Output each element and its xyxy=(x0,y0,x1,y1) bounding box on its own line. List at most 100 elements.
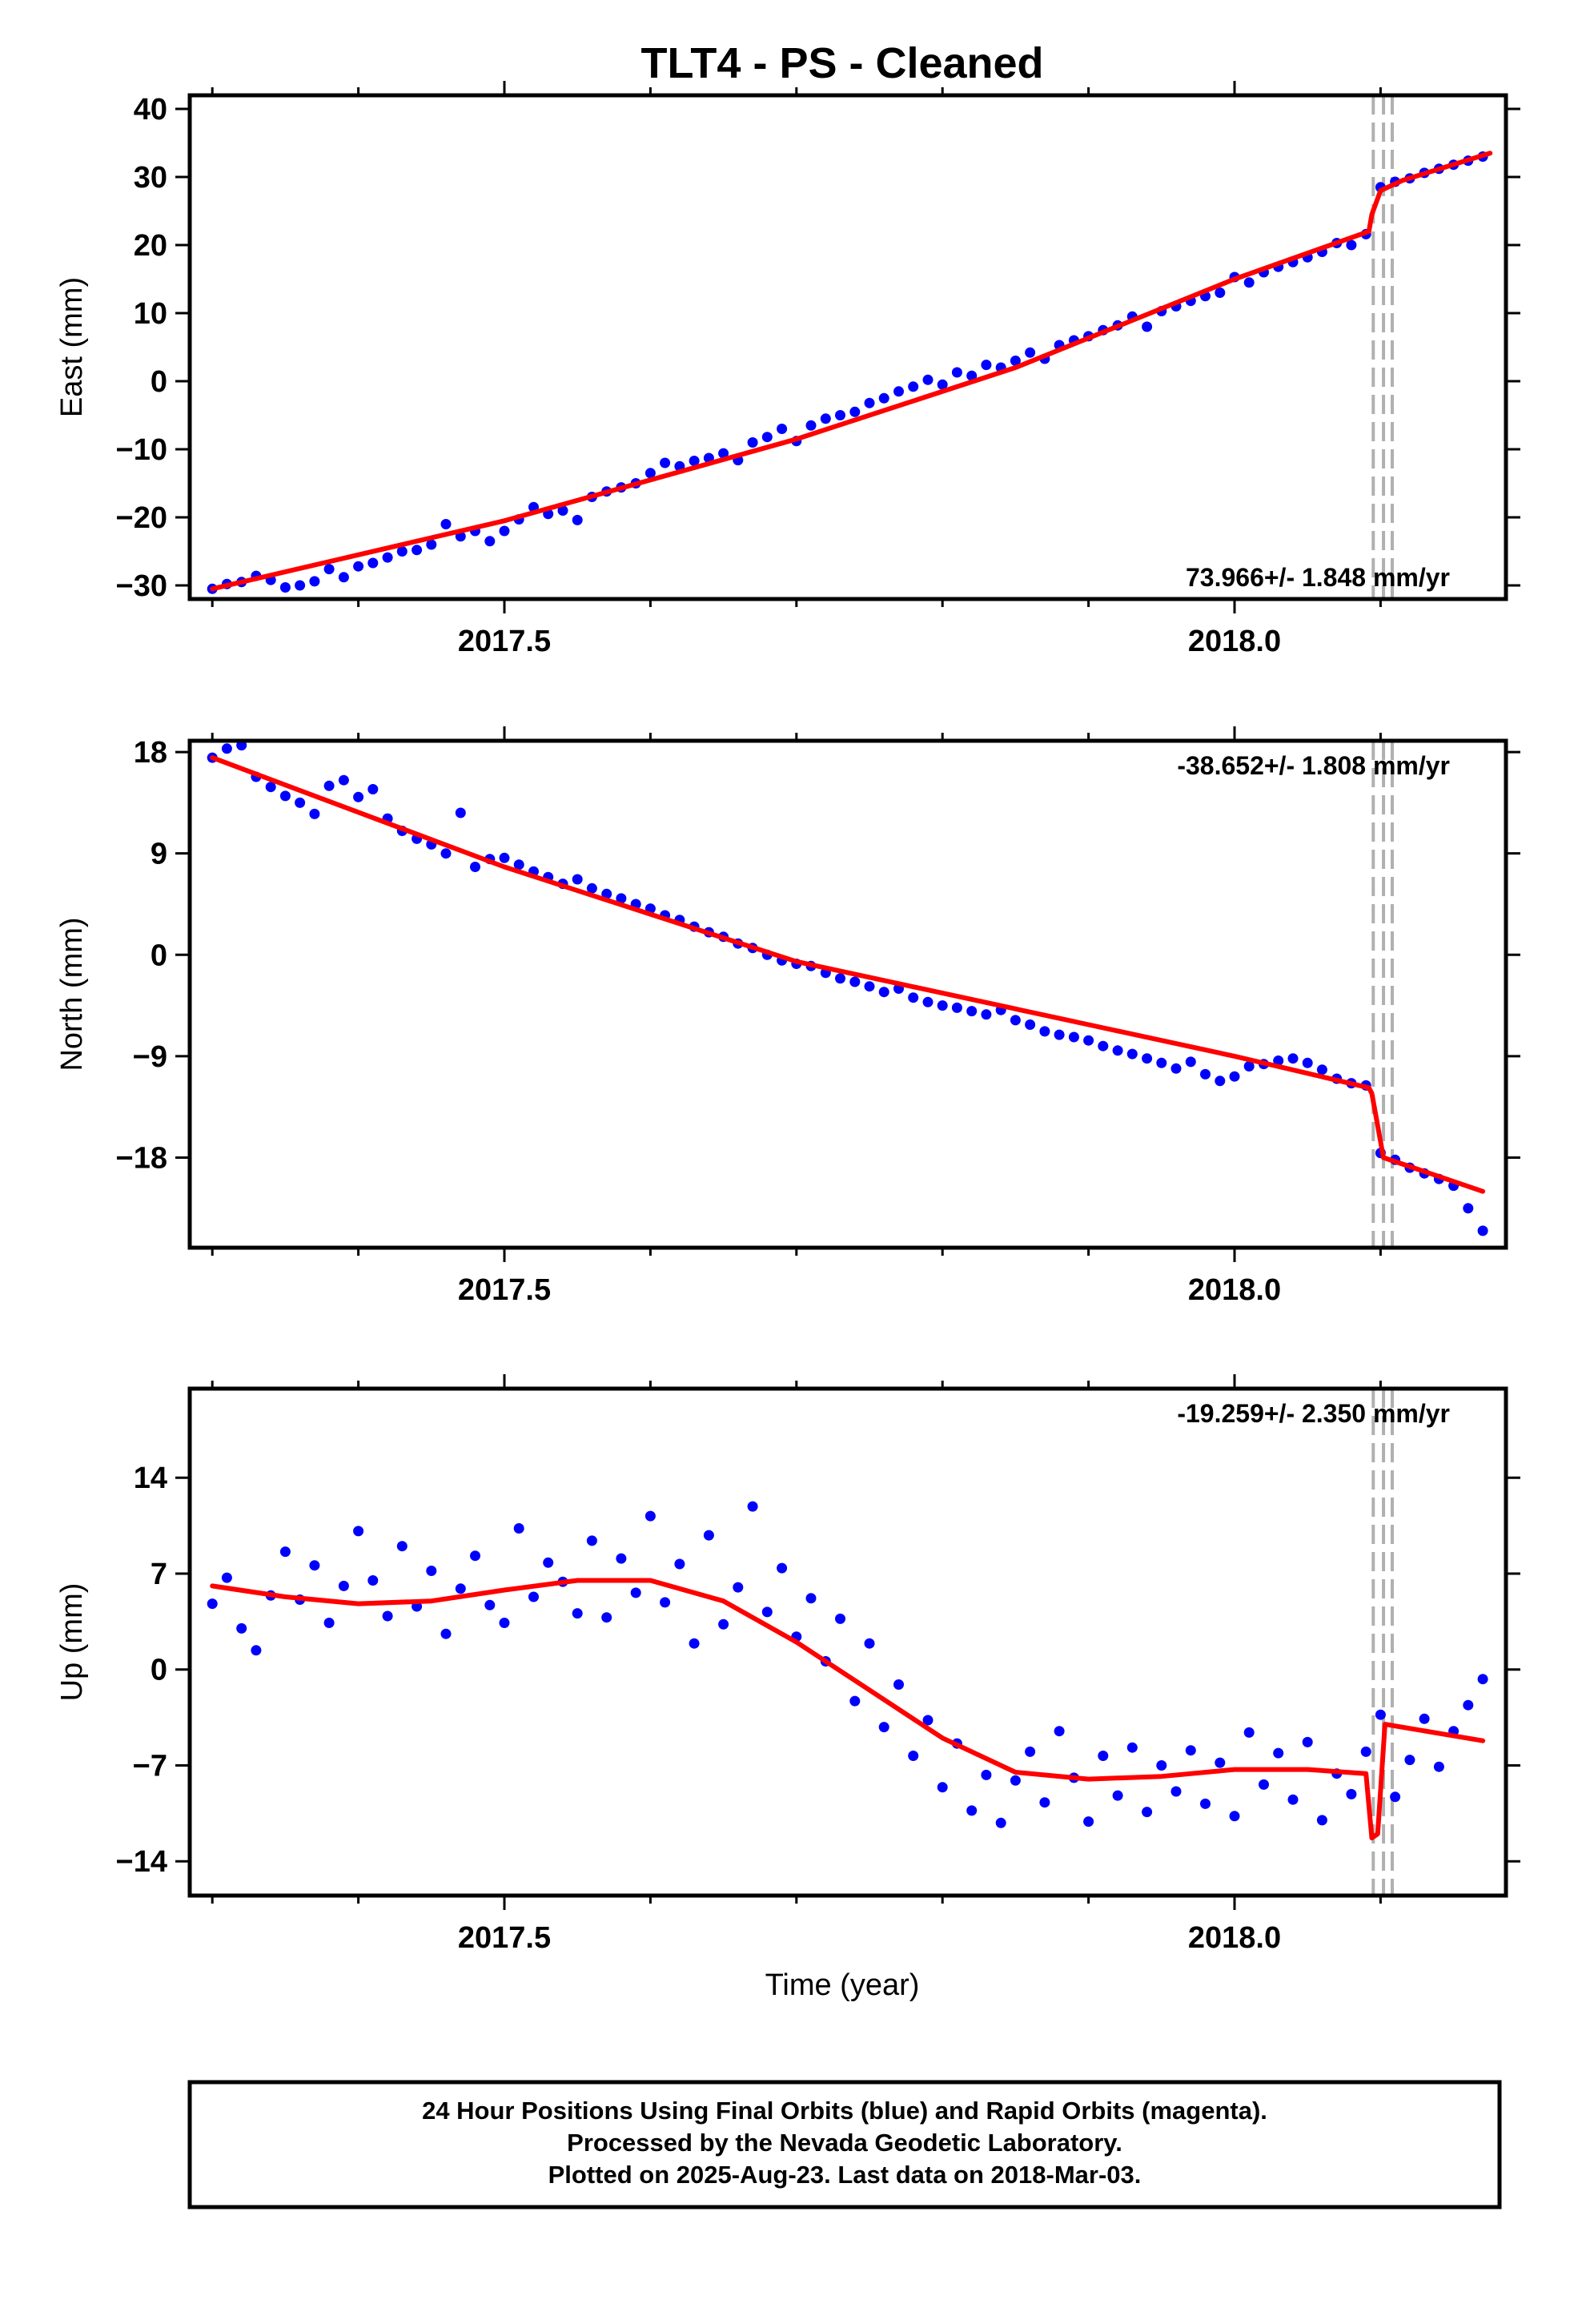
east-point-52 xyxy=(966,370,978,381)
north-y-tick-label-3: −9 xyxy=(133,1040,167,1074)
east-y-tick-label-1: 30 xyxy=(134,161,167,195)
north-point-61 xyxy=(1098,1040,1109,1051)
up-point-63 xyxy=(1126,1742,1138,1753)
north-point-66 xyxy=(1170,1063,1182,1074)
east-point-13 xyxy=(396,546,408,557)
north-point-27 xyxy=(601,888,612,899)
north-point-58 xyxy=(1054,1029,1065,1040)
north-rate-label: -38.652+/- 1.808 mm/yr xyxy=(1177,751,1450,780)
east-point-30 xyxy=(644,468,656,479)
up-point-65 xyxy=(1156,1760,1167,1771)
up-y-tick-label-2: 0 xyxy=(151,1654,167,1687)
up-point-37 xyxy=(747,1501,758,1512)
north-x-tick-label-1: 2018.0 xyxy=(1188,1273,1281,1307)
panel-up: 2017.5 2018.0 14 7 0 −7 −14 -19.259+/- 2.350 m… xyxy=(55,1374,1520,1955)
up-point-50 xyxy=(937,1782,948,1793)
up-y-tick-label-3: −7 xyxy=(133,1749,167,1783)
up-point-11 xyxy=(367,1575,379,1586)
north-point-9 xyxy=(338,774,349,786)
east-y-tick-label-0: 40 xyxy=(134,93,167,127)
up-rate-label: -19.259+/- 2.350 mm/yr xyxy=(1177,1399,1450,1428)
north-point-51 xyxy=(951,1002,962,1013)
up-point-47 xyxy=(893,1679,904,1690)
north-y-tick-label-1: 9 xyxy=(151,838,167,871)
north-point-48 xyxy=(908,992,919,1003)
east-point-20 xyxy=(499,525,510,537)
east-point-31 xyxy=(660,457,671,468)
north-frame xyxy=(187,738,1508,1250)
up-point-58 xyxy=(1054,1726,1065,1737)
east-x-tick-label-1: 2018.0 xyxy=(1188,625,1281,658)
north-point-60 xyxy=(1083,1035,1094,1046)
east-y-tick-label-7: −30 xyxy=(116,569,167,603)
east-point-78 xyxy=(1346,239,1357,251)
up-point-23 xyxy=(543,1557,554,1568)
east-point-48 xyxy=(908,381,919,392)
east-point-43 xyxy=(835,410,845,420)
north-point-1 xyxy=(221,743,232,754)
up-point-75 xyxy=(1302,1736,1313,1747)
north-point-75 xyxy=(1302,1057,1313,1068)
up-point-67 xyxy=(1185,1745,1196,1756)
up-point-43 xyxy=(835,1613,845,1624)
up-x-tick-label-0: 2017.5 xyxy=(458,1921,551,1955)
up-point-29 xyxy=(630,1587,641,1598)
up-point-28 xyxy=(616,1553,627,1564)
east-point-7 xyxy=(309,576,320,587)
up-point-60 xyxy=(1083,1816,1094,1827)
up-point-30 xyxy=(644,1510,656,1522)
up-axes: 2017.5 2018.0 14 7 0 −7 −14 xyxy=(116,1374,1520,1955)
up-point-64 xyxy=(1142,1807,1153,1818)
up-point-19 xyxy=(484,1599,496,1610)
up-point-31 xyxy=(660,1597,671,1608)
east-point-38 xyxy=(761,432,773,443)
up-y-tick-label-0: 14 xyxy=(134,1462,167,1495)
north-point-50 xyxy=(937,1000,948,1011)
east-point-12 xyxy=(382,552,393,563)
up-point-61 xyxy=(1098,1751,1109,1761)
up-point-66 xyxy=(1170,1786,1182,1797)
up-point-71 xyxy=(1243,1727,1255,1738)
east-offset-lines xyxy=(1371,95,1394,599)
up-x-tick-label-1: 2018.0 xyxy=(1188,1921,1281,1955)
panel-north: 2017.5 2018.0 18 9 0 −9 −18 -38.652+/- 1.808 m… xyxy=(55,726,1520,1307)
east-model-line xyxy=(210,151,1493,592)
east-y-axis-label: East (mm) xyxy=(55,277,89,417)
east-point-35 xyxy=(718,448,729,459)
north-point-49 xyxy=(922,996,934,1007)
east-point-14 xyxy=(412,545,423,556)
up-y-tick-label-4: −14 xyxy=(116,1845,167,1879)
east-model xyxy=(210,151,1493,592)
up-point-68 xyxy=(1200,1798,1211,1809)
east-point-10 xyxy=(353,561,364,572)
up-point-76 xyxy=(1316,1815,1327,1826)
east-point-71 xyxy=(1243,277,1255,288)
north-point-62 xyxy=(1112,1045,1123,1056)
up-point-45 xyxy=(864,1638,875,1649)
north-point-6 xyxy=(295,797,306,808)
up-point-48 xyxy=(908,1751,919,1761)
up-point-5 xyxy=(279,1546,291,1558)
up-point-12 xyxy=(382,1610,393,1622)
north-point-43 xyxy=(835,973,845,984)
east-point-15 xyxy=(426,539,437,550)
up-point-57 xyxy=(1039,1797,1050,1808)
north-point-64 xyxy=(1142,1053,1153,1064)
up-point-44 xyxy=(849,1695,861,1707)
up-point-15 xyxy=(426,1566,437,1576)
east-x-tick-label-0: 2017.5 xyxy=(458,625,551,658)
north-point-10 xyxy=(353,791,364,802)
east-y-tick-label-2: 20 xyxy=(134,229,167,263)
east-rate-label: 73.966+/- 1.848 mm/yr xyxy=(1186,563,1450,592)
up-point-33 xyxy=(689,1638,700,1649)
north-point-7 xyxy=(309,808,320,819)
east-point-11 xyxy=(367,557,379,569)
up-y-axis-label: Up (mm) xyxy=(55,1583,89,1702)
north-point-53 xyxy=(981,1009,992,1020)
up-point-38 xyxy=(761,1606,773,1618)
east-point-16 xyxy=(440,519,452,529)
footer-frame xyxy=(187,2080,1502,2209)
up-point-8 xyxy=(323,1618,335,1628)
up-point-41 xyxy=(805,1593,817,1604)
up-point-62 xyxy=(1112,1790,1123,1801)
